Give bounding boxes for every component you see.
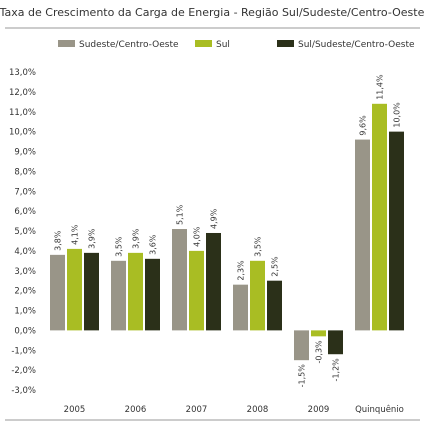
y-tick-label: -2,0% [11, 366, 36, 376]
data-label: 3,8% [54, 230, 63, 251]
x-tick-label: 2007 [186, 405, 208, 415]
bar [233, 284, 248, 331]
y-tick-label: -3,0% [11, 386, 36, 396]
data-label: 3,5% [254, 236, 263, 257]
data-label: 4,9% [210, 208, 219, 229]
data-label: 9,6% [359, 115, 368, 136]
data-label: 2,5% [271, 256, 280, 277]
data-label: 3,5% [115, 236, 124, 257]
data-label: 2,3% [237, 260, 246, 281]
legend-swatch [58, 40, 75, 47]
chart-title: Taxa de Crescimento da Carga de Energia … [0, 6, 425, 19]
data-label: 11,4% [376, 74, 385, 100]
bar [50, 254, 65, 331]
bar [355, 139, 370, 331]
bar [67, 248, 82, 331]
bar [267, 280, 282, 331]
y-tick-label: 9,0% [14, 148, 36, 158]
data-label: 3,6% [149, 234, 158, 255]
legend-swatch [195, 40, 212, 47]
bar [372, 103, 387, 331]
y-tick-label: -1,0% [11, 346, 36, 356]
bar [206, 232, 221, 331]
x-tick-label: 2005 [64, 405, 86, 415]
bar [84, 252, 99, 331]
y-tick-label: 10,0% [9, 128, 36, 138]
legend-label: Sul/Sudeste/Centro-Oeste [298, 40, 415, 50]
legend-label: Sul [216, 40, 230, 50]
legend: Sudeste/Centro-Oeste Sul Sul/Sudeste/Centr… [58, 40, 415, 50]
data-label: -1,5% [298, 364, 307, 388]
y-tick-label: 3,0% [14, 267, 36, 277]
data-label: 3,9% [132, 228, 141, 249]
data-label: 5,1% [176, 204, 185, 225]
bar [111, 260, 126, 331]
y-tick-label: 6,0% [14, 207, 36, 217]
bar [294, 330, 309, 361]
data-label: 4,0% [193, 226, 202, 247]
bar [172, 229, 187, 331]
legend-swatch [277, 40, 294, 47]
y-tick-label: 8,0% [14, 167, 36, 177]
bar [389, 131, 404, 331]
data-label: 4,1% [71, 224, 80, 245]
bar [145, 258, 160, 331]
y-tick-label: 11,0% [9, 108, 36, 118]
y-tick-label: 0,0% [14, 326, 36, 336]
bar [311, 330, 326, 337]
bars [50, 103, 404, 361]
y-tick-label: 2,0% [14, 287, 36, 297]
x-tick-label: Quinquênio [355, 404, 404, 415]
x-tick-label: 2008 [247, 405, 269, 415]
x-tick-label: 2006 [125, 405, 147, 415]
bar [250, 260, 265, 331]
y-tick-label: 1,0% [14, 307, 36, 317]
y-tick-label: 5,0% [14, 227, 36, 237]
bar [128, 252, 143, 331]
x-tick-label: 2009 [308, 405, 330, 415]
y-tick-label: 12,0% [9, 88, 36, 98]
data-label: 3,9% [88, 228, 97, 249]
data-label: 10,0% [393, 102, 402, 128]
x-axis: 2005 2006 2007 2008 2009 Quinquênio [64, 404, 404, 415]
bar [328, 330, 343, 355]
data-labels: 3,8% 4,1% 3,9% 3,5% 3,9% 3,6% 5,1% 4,0% 4,9% 2,3%… [54, 74, 402, 387]
legend-label: Sudeste/Centro-Oeste [79, 40, 179, 50]
bar [189, 250, 204, 331]
y-tick-label: 13,0% [9, 68, 36, 78]
y-tick-label: 7,0% [14, 187, 36, 197]
data-label: -1,2% [332, 358, 341, 382]
y-tick-label: 4,0% [14, 247, 36, 257]
data-label: -0,3% [315, 340, 324, 364]
y-axis: 13,0% 12,0% 11,0% 10,0% 9,0% 8,0% 7,0% 6,0% 5,0%… [9, 68, 36, 396]
